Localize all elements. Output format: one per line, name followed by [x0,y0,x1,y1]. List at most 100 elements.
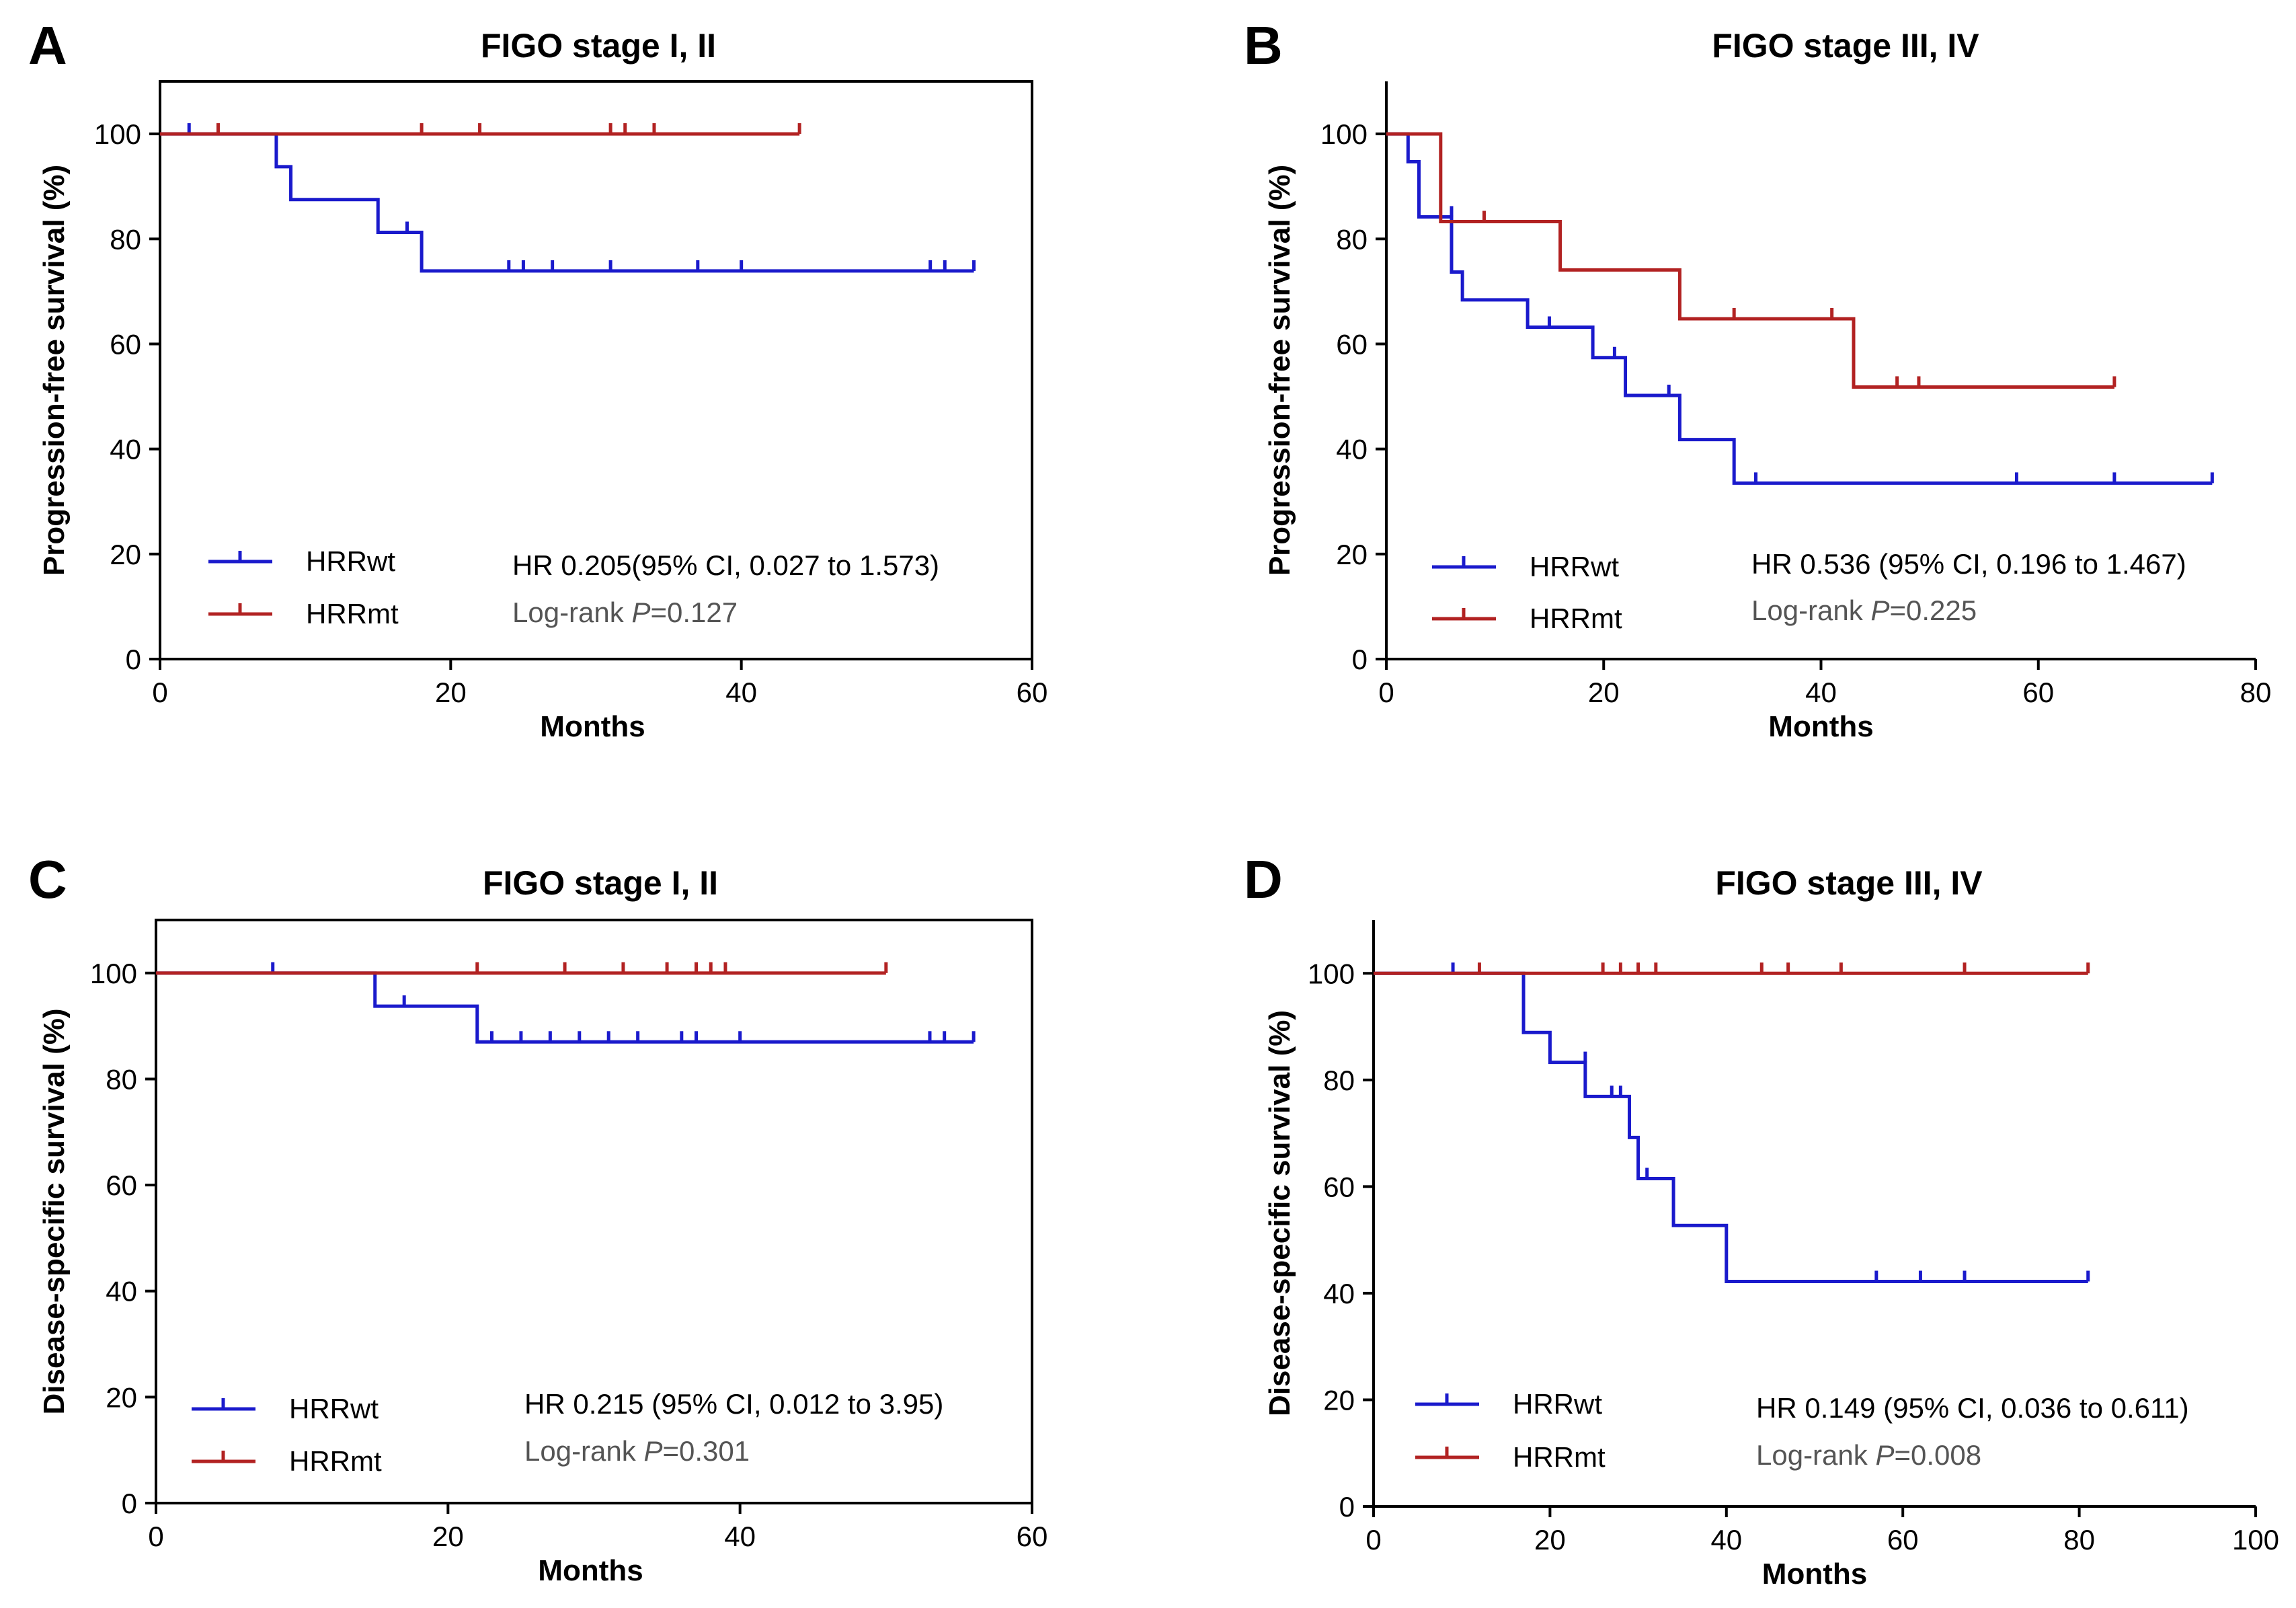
panel-letter: D [1244,849,1283,909]
series-hrrwt [160,123,976,273]
y-tick-label: 80 [110,223,141,255]
p-value: =0.008 [1894,1439,1981,1471]
x-tick-label: 20 [435,677,467,708]
legend-label: HRRmt [1513,1441,1606,1473]
x-tick-label: 100 [2232,1524,2279,1556]
y-axis-label: Disease-specific survival (%) [38,1008,71,1414]
y-tick-label: 100 [90,958,137,989]
panel-c: C FIGO stage I, II 0 20 40 60 0 20 40 60 80 100 Mont… [28,849,1047,1587]
x-tick-label: 0 [152,677,167,708]
x-tick-label: 80 [2063,1524,2095,1556]
y-tick-label: 80 [1323,1065,1355,1096]
x-tick-label: 20 [432,1521,464,1552]
y-tick-label: 80 [1336,223,1368,255]
p-symbol: P [1875,1439,1894,1471]
y-tick-label: 60 [1336,328,1368,360]
x-tick-label: 80 [2240,677,2272,708]
x-tick-label: 60 [1017,1521,1048,1552]
y-tick-label: 40 [106,1276,137,1307]
x-tick-label: 40 [1710,1524,1742,1556]
y-tick-label: 60 [110,328,141,360]
x-tick-label: 40 [1805,677,1837,708]
series-hrrmt [156,962,888,975]
survival-curve [156,971,974,1044]
logrank-label: Log-rank [524,1435,643,1467]
x-tick-label: 60 [2022,677,2054,708]
logrank-p: Log-rank P=0.225 [1751,595,1977,626]
x-tick-label: 60 [1017,677,1048,708]
y-tick-label: 0 [1339,1491,1355,1523]
p-value: =0.225 [1889,595,1977,626]
legend-label: HRRmt [289,1445,382,1477]
panel-a: A FIGO stage I, II 0 20 40 60 0 20 40 60 80 100 Mont… [28,15,1047,743]
x-tick-label: 0 [1378,677,1394,708]
series-hrrmt [1386,132,2116,389]
series-hrrmt [160,123,801,136]
legend-label: HRRwt [289,1393,379,1424]
x-tick-label: 40 [725,677,757,708]
legend-label: HRRwt [306,545,395,577]
survival-curve [1386,132,2213,485]
y-tick-label: 40 [1336,434,1368,465]
x-tick-label: 20 [1588,677,1620,708]
y-tick-label: 0 [126,644,141,675]
y-tick-label: 60 [1323,1171,1355,1202]
chart-title: FIGO stage III, IV [1712,27,1979,65]
series-hrrmt [1374,962,2090,975]
chart-title: FIGO stage III, IV [1715,864,1983,902]
p-symbol: P [643,1435,662,1467]
p-symbol: P [1870,595,1889,626]
legend-label: HRRwt [1513,1388,1602,1420]
x-axis-label: Months [540,710,645,743]
panel-letter: C [28,849,67,909]
y-tick-label: 20 [110,539,141,570]
y-tick-label: 100 [94,118,141,150]
panel-b: B FIGO stage III, IV 0 20 40 60 80 0 20 40 60 80 100… [1244,15,2271,743]
y-axis-label: Disease-specific survival (%) [1263,1010,1296,1416]
hazard-ratio: HR 0.205(95% CI, 0.027 to 1.573) [512,549,939,581]
y-axis-label: Progression-free survival (%) [1263,165,1296,576]
plot-frame [155,919,1033,1504]
y-tick-label: 20 [1323,1384,1355,1416]
logrank-label: Log-rank [512,597,631,628]
y-tick-label: 20 [1336,539,1368,570]
x-tick-label: 20 [1534,1524,1566,1556]
y-tick-label: 60 [106,1170,137,1201]
x-tick-label: 40 [724,1521,756,1552]
panel-d: D FIGO stage III, IV 0 20 40 60 80 100 0 20 40 60 80… [1244,849,2279,1591]
y-tick-label: 40 [110,434,141,465]
logrank-label: Log-rank [1751,595,1870,626]
hazard-ratio: HR 0.536 (95% CI, 0.196 to 1.467) [1751,548,2186,580]
plot-frame [159,80,1033,660]
p-symbol: P [631,597,650,628]
y-tick-label: 20 [106,1381,137,1413]
series-hrrwt [1374,962,2090,1283]
y-tick-label: 100 [1308,958,1355,989]
hazard-ratio: HR 0.149 (95% CI, 0.036 to 0.611) [1756,1392,2189,1424]
x-axis-label: Months [538,1554,643,1587]
legend-label: HRRmt [306,598,399,629]
panel-letter: A [28,15,67,75]
y-tick-label: 40 [1323,1278,1355,1309]
y-tick-label: 80 [106,1063,137,1095]
panel-letter: B [1244,15,1283,75]
chart-title: FIGO stage I, II [481,27,716,65]
legend-label: HRRwt [1530,551,1619,582]
survival-curve [1374,971,2088,1283]
y-tick-label: 0 [1352,644,1368,675]
y-tick-label: 100 [1320,118,1368,150]
x-tick-label: 0 [148,1521,163,1552]
survival-curve [1386,132,2114,389]
p-value: =0.127 [650,597,738,628]
hazard-ratio: HR 0.215 (95% CI, 0.012 to 3.95) [524,1388,943,1420]
logrank-p: Log-rank P=0.127 [512,597,738,628]
legend-label: HRRmt [1530,603,1622,634]
x-tick-label: 60 [1887,1524,1919,1556]
x-axis-label: Months [1768,710,1873,743]
logrank-label: Log-rank [1756,1439,1875,1471]
x-axis-label: Months [1762,1558,1867,1591]
series-hrrwt [1386,132,2214,485]
logrank-p: Log-rank P=0.301 [524,1435,750,1467]
survival-curve [160,132,974,273]
